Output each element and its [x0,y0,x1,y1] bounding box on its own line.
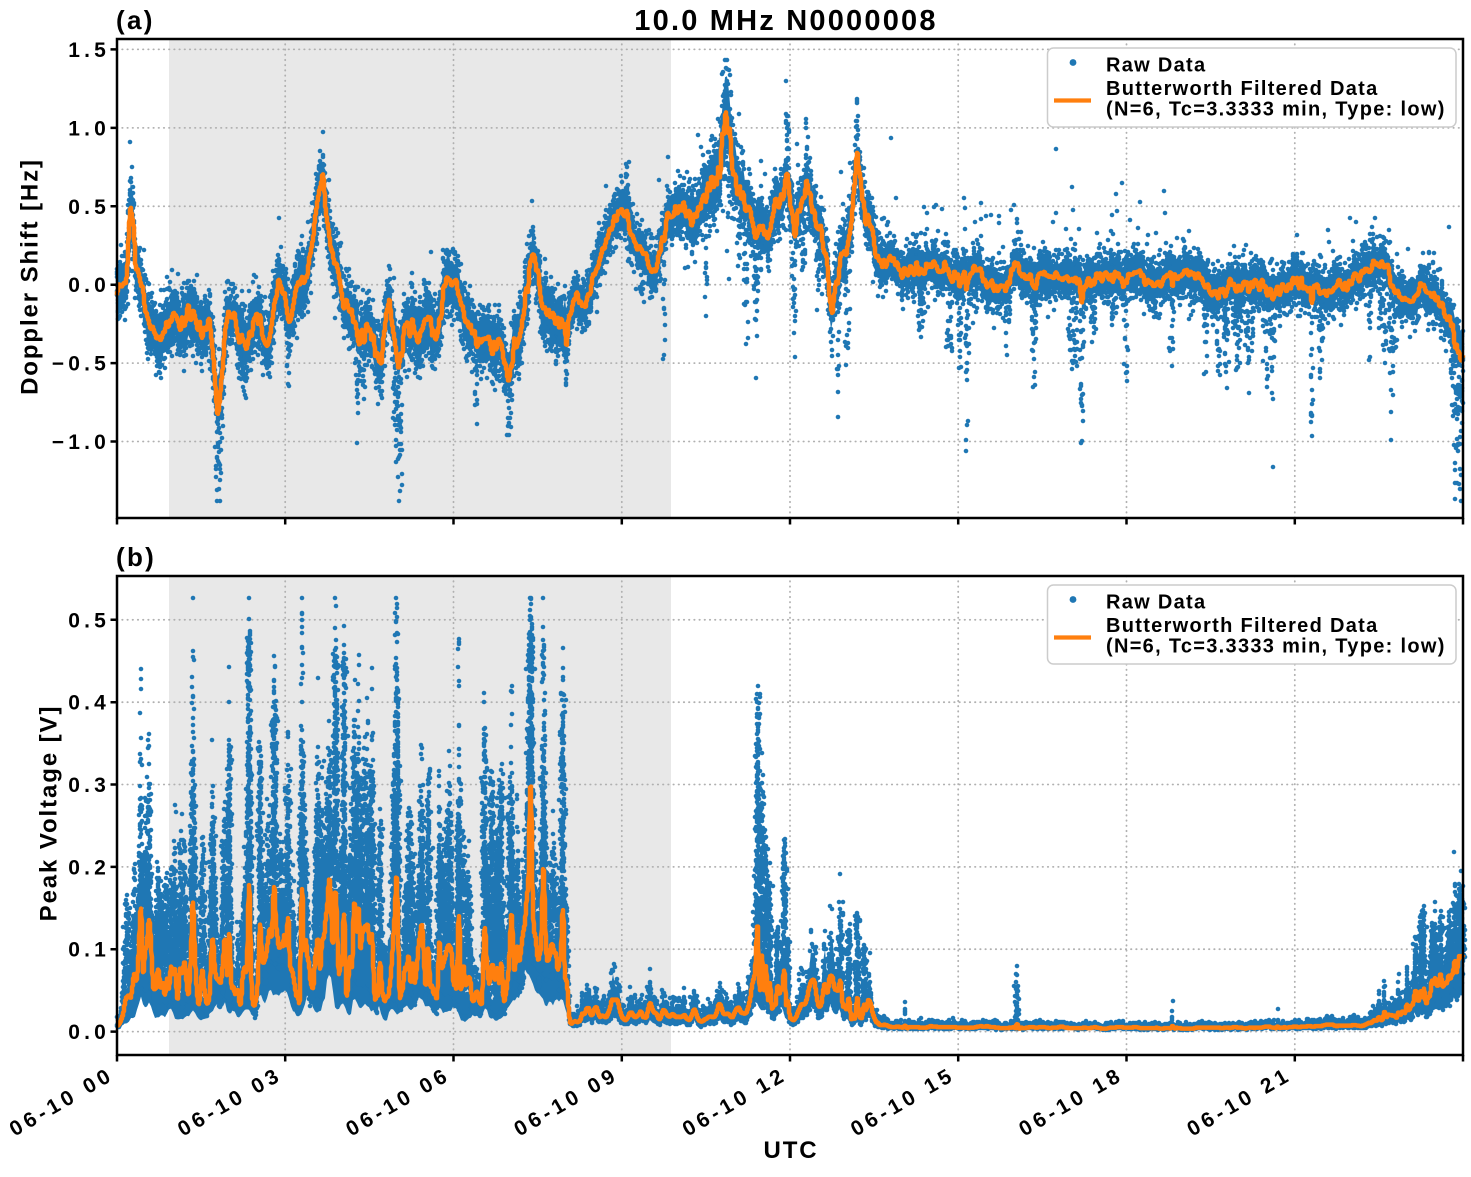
svg-text:1.5: 1.5 [68,39,110,62]
svg-text:0.0: 0.0 [68,1021,110,1044]
svg-text:(N=6, Tc=3.3333 min, Type: low: (N=6, Tc=3.3333 min, Type: low) [1106,636,1446,658]
svg-text:0.3: 0.3 [68,774,110,797]
svg-text:0.0: 0.0 [68,274,110,297]
svg-text:UTC: UTC [763,1137,818,1164]
svg-text:Raw Data: Raw Data [1106,54,1206,76]
svg-text:(b): (b) [116,542,156,572]
svg-text:Butterworth Filtered Data: Butterworth Filtered Data [1106,615,1379,637]
svg-text:0.2: 0.2 [68,856,110,879]
svg-text:Doppler Shift [Hz]: Doppler Shift [Hz] [17,158,44,395]
svg-text:0.5: 0.5 [68,609,110,632]
svg-text:−0.5: −0.5 [52,353,110,376]
svg-text:Butterworth Filtered Data: Butterworth Filtered Data [1106,78,1379,100]
svg-text:0.5: 0.5 [68,196,110,219]
svg-text:Raw Data: Raw Data [1106,591,1206,613]
svg-text:−1.0: −1.0 [52,431,110,454]
svg-text:1.0: 1.0 [68,117,110,140]
svg-text:Peak Voltage [V]: Peak Voltage [V] [36,705,63,922]
svg-text:0.4: 0.4 [68,692,110,715]
svg-text:(a): (a) [116,5,155,35]
svg-text:(N=6, Tc=3.3333 min, Type: low: (N=6, Tc=3.3333 min, Type: low) [1106,99,1446,121]
svg-text:0.1: 0.1 [68,939,110,962]
svg-text:10.0 MHz N0000008: 10.0 MHz N0000008 [634,5,937,37]
